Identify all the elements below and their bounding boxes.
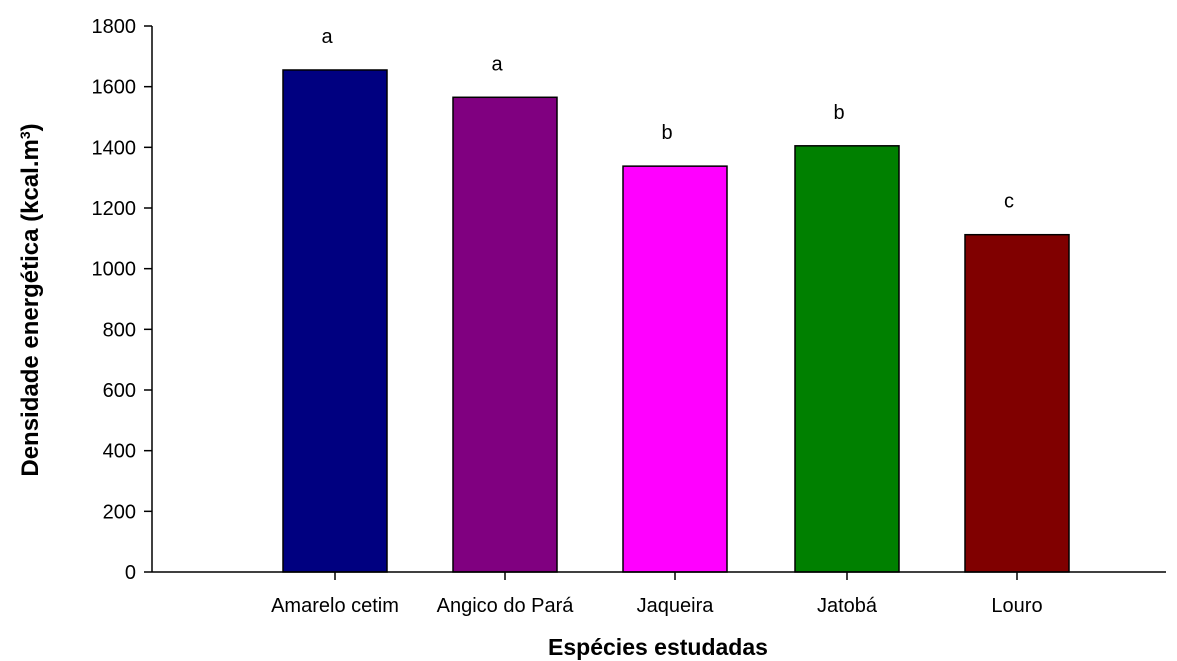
y-tick-label: 1000 <box>92 259 137 281</box>
y-axis-title-superscript: 3 <box>17 131 33 139</box>
y-tick-label: 1200 <box>92 198 137 220</box>
group-letter-label: c <box>1004 191 1014 213</box>
bar <box>622 165 728 573</box>
x-tick-label: Louro <box>991 595 1042 617</box>
y-tick-label: 400 <box>103 441 136 463</box>
y-axis-title: Densidade energética (kcal.m3) <box>17 123 44 476</box>
x-tick-label: Jaqueira <box>637 595 715 617</box>
group-letter-label: b <box>661 122 672 144</box>
y-tick-label: 1800 <box>92 16 137 38</box>
y-tick-label: 800 <box>103 319 136 341</box>
y-axis-title-main: Densidade energética (kcal.m <box>17 139 44 476</box>
bar <box>794 145 900 573</box>
group-letter-label: a <box>491 53 503 75</box>
group-letter-label: a <box>321 26 333 48</box>
bar <box>964 233 1070 573</box>
bars <box>282 69 1070 573</box>
group-letter-label: b <box>833 102 844 124</box>
y-tick-label: 1400 <box>92 137 137 159</box>
y-axis-ticks: 0 200 400 600 800 1000 1200 1400 1600 1800 <box>92 16 152 584</box>
x-axis-title: Espécies estudadas <box>548 634 768 660</box>
bar <box>452 96 558 573</box>
x-axis-ticks: Amarelo cetim Angico do Pará Jaqueira Jatob… <box>271 572 1043 617</box>
x-tick-label: Angico do Pará <box>437 595 575 617</box>
y-tick-label: 0 <box>125 562 136 584</box>
axes <box>151 26 1166 573</box>
bar <box>282 69 388 573</box>
x-tick-label: Amarelo cetim <box>271 595 399 617</box>
group-labels: a a b b c <box>321 26 1014 213</box>
y-axis-title-suffix: ) <box>17 123 44 131</box>
y-tick-label: 1600 <box>92 77 137 99</box>
x-tick-label: Jatobá <box>817 595 878 617</box>
y-tick-label: 200 <box>103 501 136 523</box>
y-tick-label: 600 <box>103 380 136 402</box>
